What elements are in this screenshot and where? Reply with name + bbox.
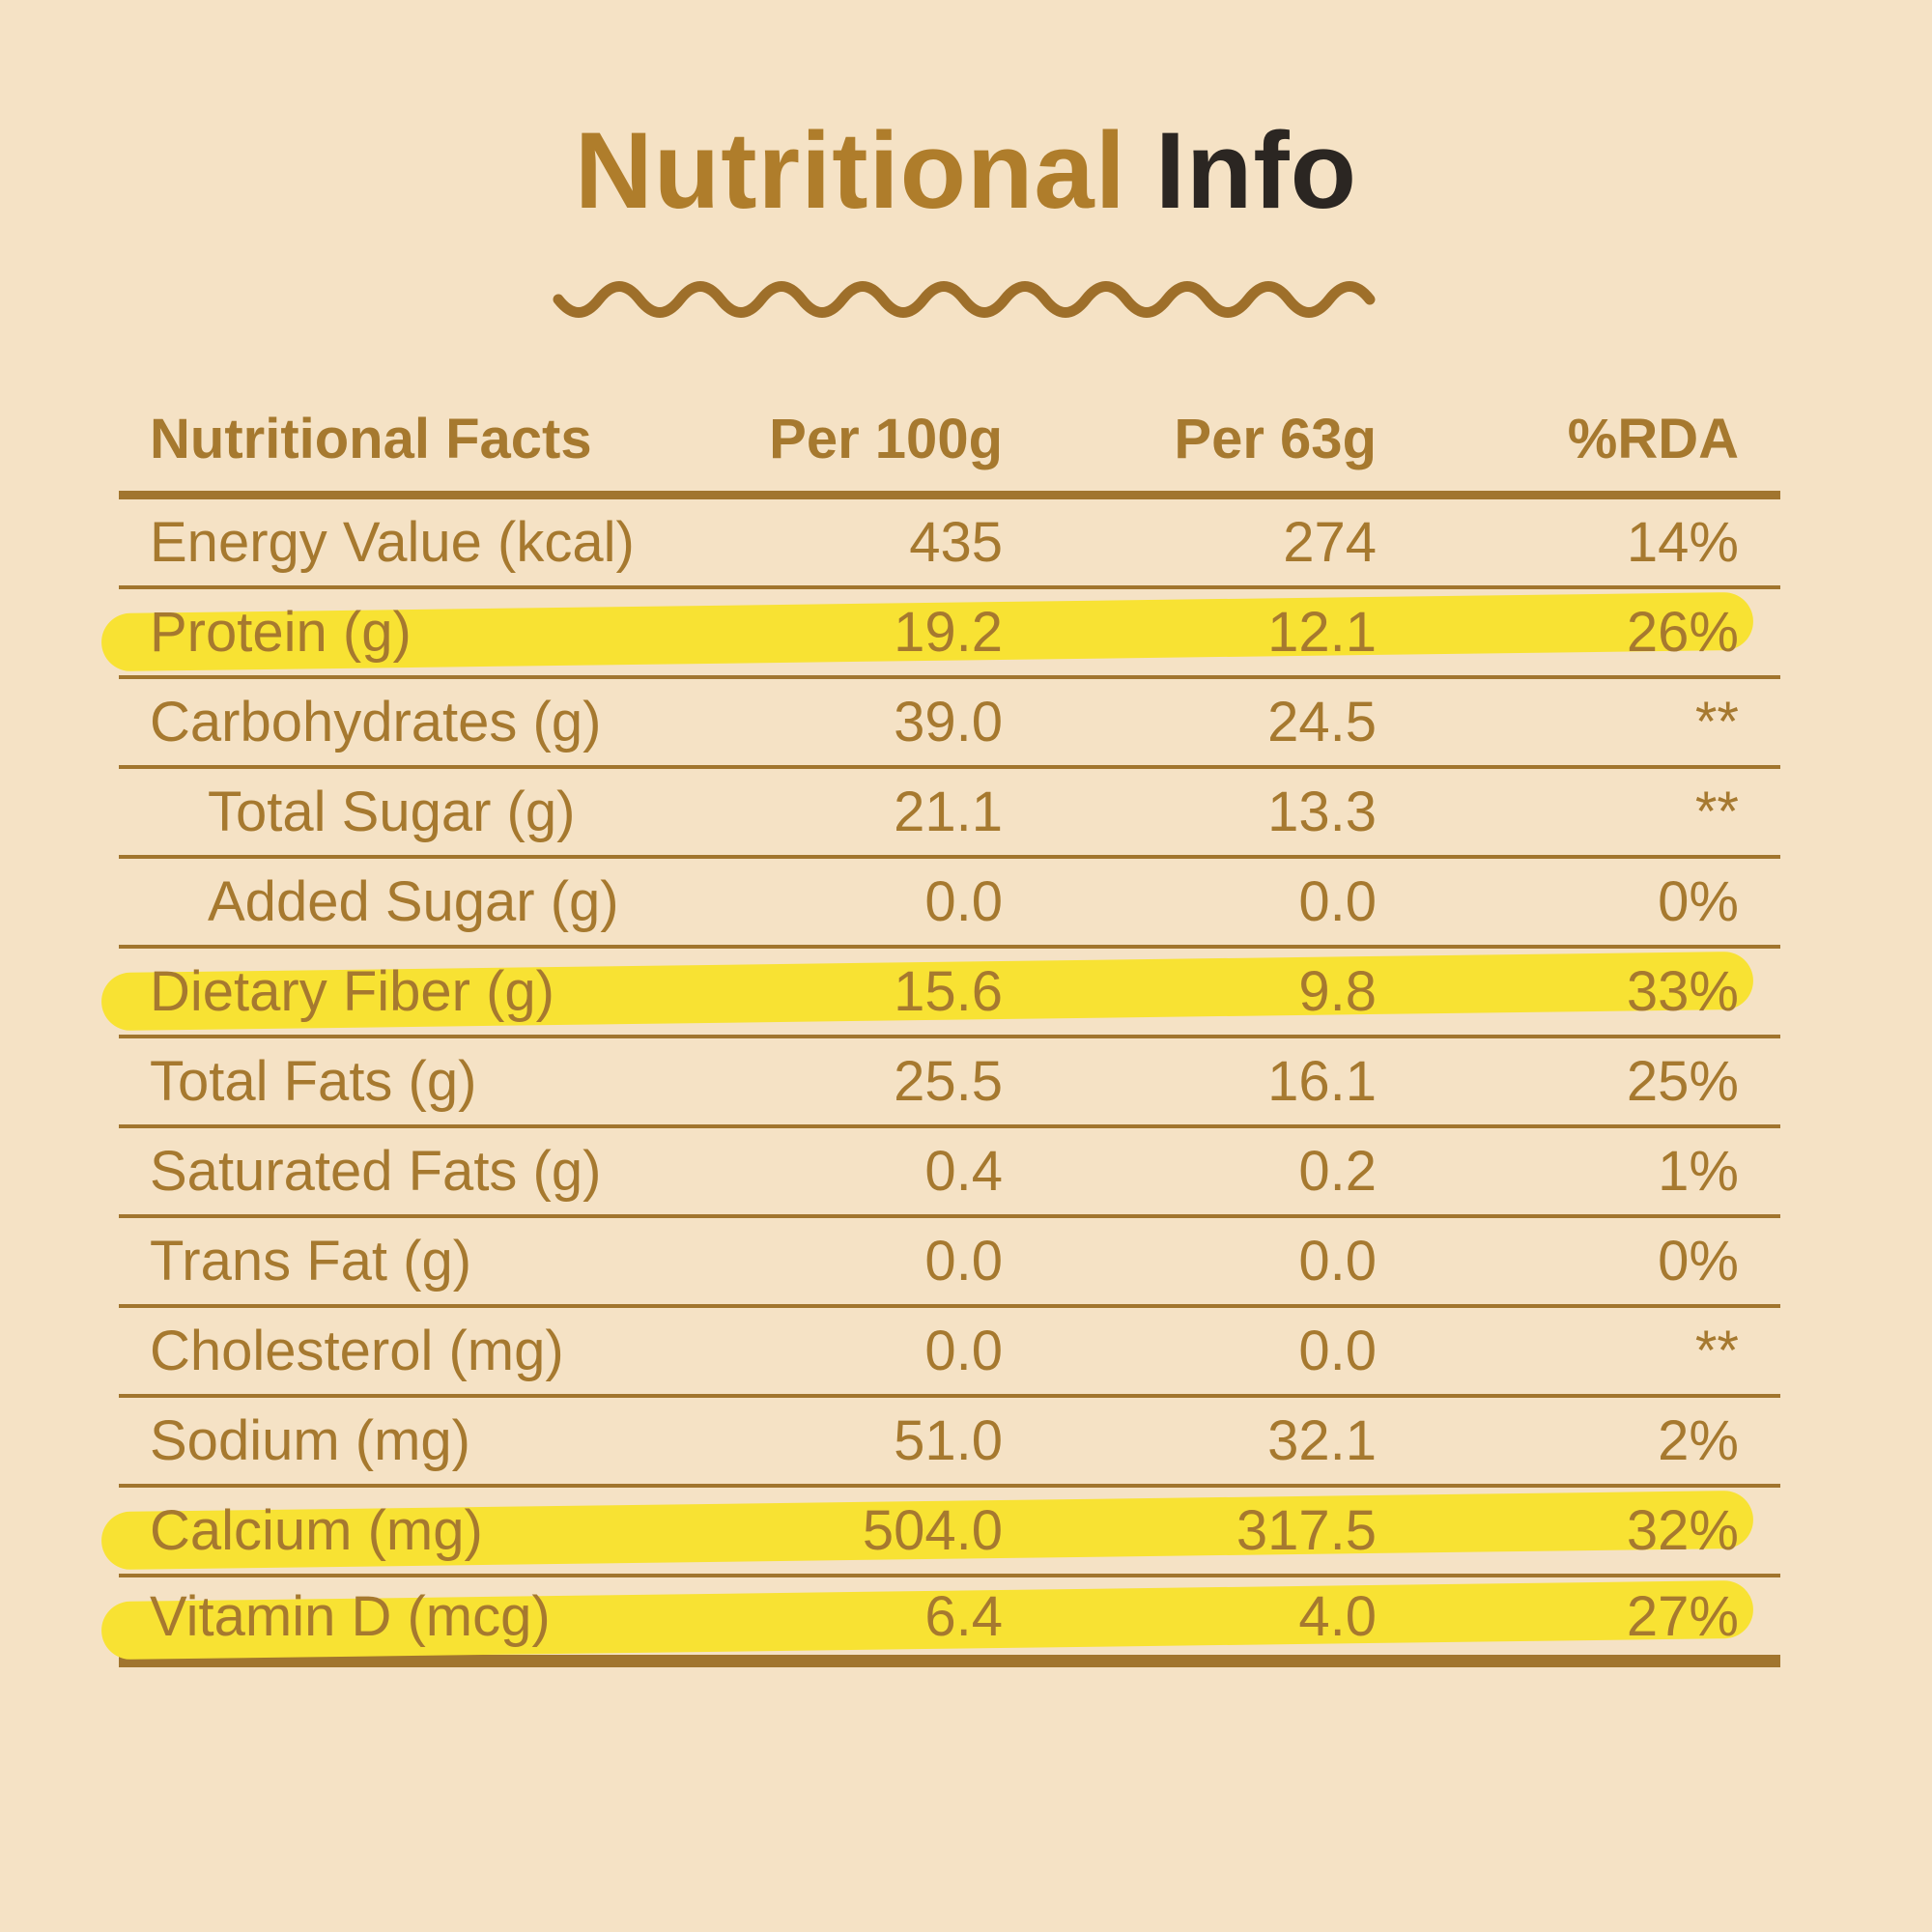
row-rda: 26% — [1626, 601, 1739, 664]
page-title: Nutritional Info — [0, 108, 1932, 233]
row-per100g: 435 — [909, 511, 1003, 574]
table-row-vitamin-d: Vitamin D (mcg) 6.4 4.0 27% — [100, 1577, 1780, 1667]
row-rda: 0% — [1658, 1230, 1739, 1293]
header-rda: %RDA — [1567, 407, 1739, 470]
table-row-total-fats: Total Fats (g) 25.5 16.1 25% — [119, 1038, 1780, 1128]
row-label: Calcium (mg) — [150, 1499, 483, 1562]
row-label: Energy Value (kcal) — [150, 511, 635, 574]
table-header-row: Nutritional Facts Per 100g Per 63g %RDA — [119, 386, 1780, 499]
header-per-63g: Per 63g — [1174, 407, 1377, 470]
row-per100g: 504.0 — [862, 1499, 1003, 1562]
row-rda: ** — [1694, 781, 1739, 843]
row-per100g: 0.0 — [924, 1320, 1003, 1382]
row-per100g: 0.0 — [924, 1230, 1003, 1293]
wavy-underline-icon — [551, 272, 1381, 327]
header-per-100g: Per 100g — [769, 407, 1003, 470]
row-per100g: 25.5 — [894, 1050, 1003, 1113]
row-rda: 0% — [1658, 870, 1739, 933]
row-per100g: 15.6 — [894, 960, 1003, 1023]
row-per63g: 274 — [1283, 511, 1377, 574]
row-label: Saturated Fats (g) — [150, 1140, 602, 1203]
table-row-cholesterol: Cholesterol (mg) 0.0 0.0 ** — [119, 1308, 1780, 1398]
row-rda: 1% — [1658, 1140, 1739, 1203]
table-row-trans-fat: Trans Fat (g) 0.0 0.0 0% — [119, 1218, 1780, 1308]
row-per63g: 16.1 — [1267, 1050, 1377, 1113]
row-per100g: 6.4 — [924, 1584, 1003, 1648]
row-label: Total Fats (g) — [150, 1050, 477, 1113]
table-row-carbohydrates: Carbohydrates (g) 39.0 24.5 ** — [119, 679, 1780, 769]
row-rda: 14% — [1626, 511, 1739, 574]
row-label: Protein (g) — [150, 601, 412, 664]
row-rda: 27% — [1626, 1584, 1739, 1648]
table-row-total-sugar: Total Sugar (g) 21.1 13.3 ** — [119, 769, 1780, 859]
row-label: Trans Fat (g) — [150, 1230, 472, 1293]
row-rda: ** — [1694, 691, 1739, 753]
table-row-added-sugar: Added Sugar (g) 0.0 0.0 0% — [119, 859, 1780, 949]
row-per63g: 24.5 — [1267, 691, 1377, 753]
nutrition-table: Nutritional Facts Per 100g Per 63g %RDA … — [100, 386, 1780, 1667]
row-per63g: 0.0 — [1298, 1230, 1377, 1293]
row-per63g: 317.5 — [1236, 1499, 1377, 1562]
row-rda: 25% — [1626, 1050, 1739, 1113]
row-per100g: 0.4 — [924, 1140, 1003, 1203]
table-row-dietary-fiber: Dietary Fiber (g) 15.6 9.8 33% — [100, 949, 1780, 1038]
row-rda: 2% — [1658, 1409, 1739, 1472]
row-label: Vitamin D (mcg) — [150, 1584, 551, 1648]
table-row-energy-value: Energy Value (kcal) 435 274 14% — [119, 499, 1780, 589]
row-label: Added Sugar (g) — [208, 870, 619, 933]
row-per100g: 21.1 — [894, 781, 1003, 843]
title-word-info: Info — [1154, 110, 1358, 231]
title-word-nutritional: Nutritional — [574, 110, 1126, 231]
row-per63g: 12.1 — [1267, 601, 1377, 664]
row-per100g: 51.0 — [894, 1409, 1003, 1472]
row-per100g: 0.0 — [924, 870, 1003, 933]
row-per63g: 0.0 — [1298, 870, 1377, 933]
row-per63g: 0.2 — [1298, 1140, 1377, 1203]
table-row-protein: Protein (g) 19.2 12.1 26% — [100, 589, 1780, 679]
row-per63g: 4.0 — [1298, 1584, 1377, 1648]
row-label: Carbohydrates (g) — [150, 691, 602, 753]
row-label: Cholesterol (mg) — [150, 1320, 564, 1382]
table-row-saturated-fats: Saturated Fats (g) 0.4 0.2 1% — [119, 1128, 1780, 1218]
row-label: Dietary Fiber (g) — [150, 960, 554, 1023]
row-per63g: 32.1 — [1267, 1409, 1377, 1472]
row-per63g: 9.8 — [1298, 960, 1377, 1023]
table-row-calcium: Calcium (mg) 504.0 317.5 32% — [100, 1488, 1780, 1577]
row-rda: ** — [1694, 1320, 1739, 1382]
row-rda: 32% — [1626, 1499, 1739, 1562]
row-per63g: 0.0 — [1298, 1320, 1377, 1382]
header-nutritional-facts: Nutritional Facts — [150, 407, 592, 470]
row-per100g: 19.2 — [894, 601, 1003, 664]
row-label: Total Sugar (g) — [208, 781, 576, 843]
table-row-sodium: Sodium (mg) 51.0 32.1 2% — [119, 1398, 1780, 1488]
row-label: Sodium (mg) — [150, 1409, 470, 1472]
row-per63g: 13.3 — [1267, 781, 1377, 843]
row-rda: 33% — [1626, 960, 1739, 1023]
row-per100g: 39.0 — [894, 691, 1003, 753]
